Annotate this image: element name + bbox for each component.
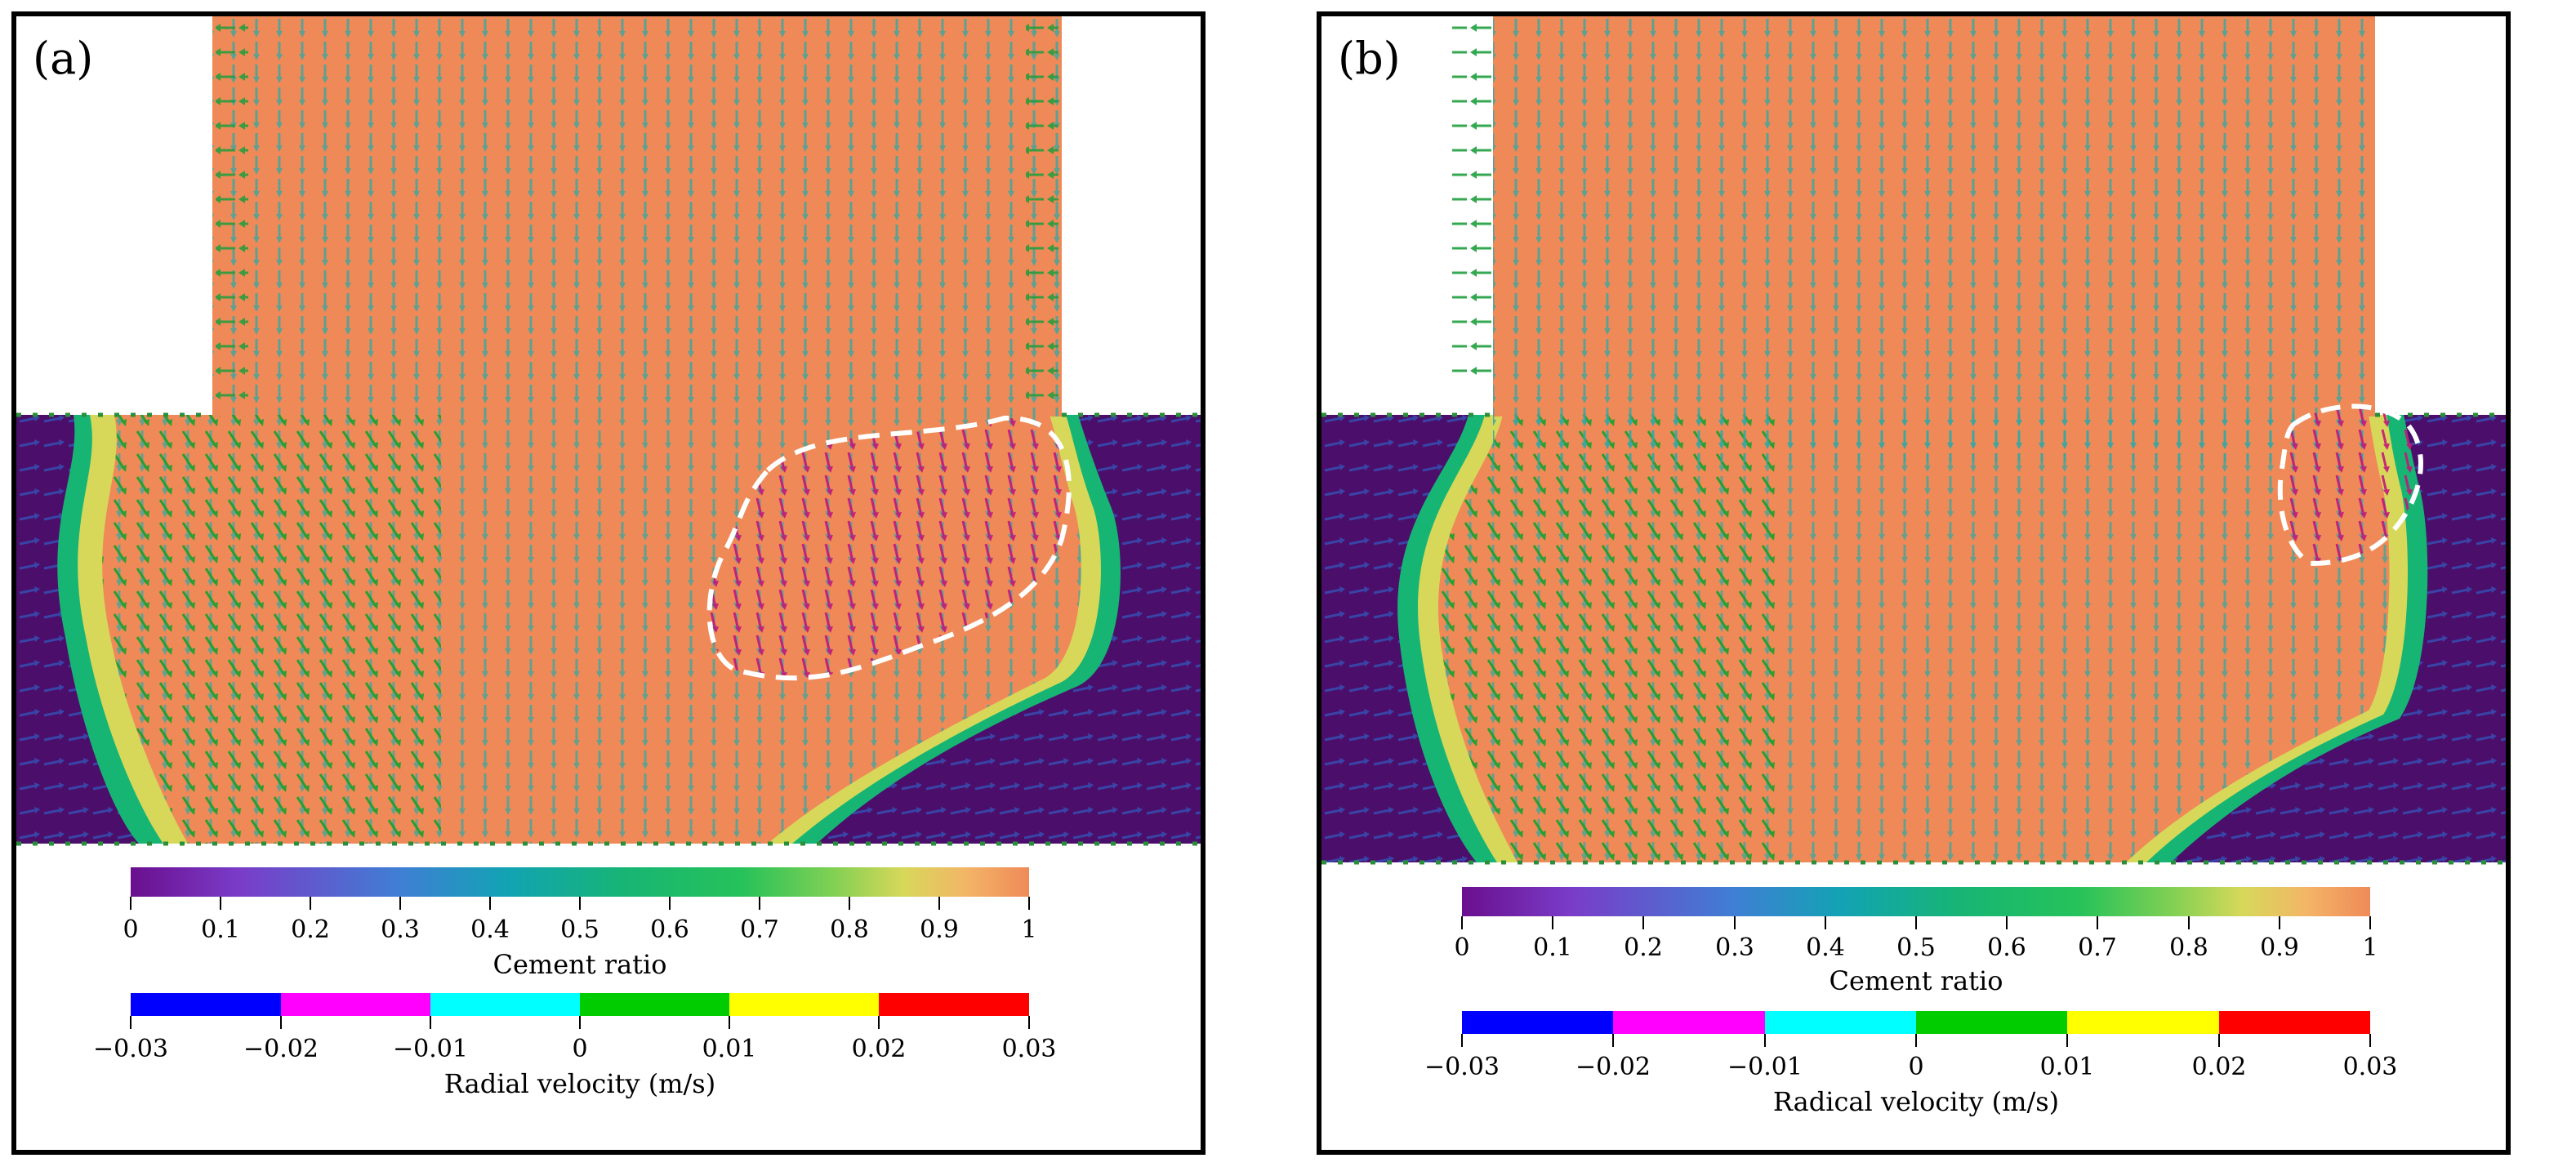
cement-tick: 0.7 xyxy=(2078,933,2117,962)
cement-colorbar xyxy=(131,867,1029,897)
cement-tick-marks xyxy=(130,897,1030,910)
velocity-tick: −0.03 xyxy=(1424,1053,1500,1081)
cement-tick: 0.2 xyxy=(1624,933,1663,962)
cement-tick: 0.1 xyxy=(1533,933,1572,962)
cement-tick: 0.5 xyxy=(560,915,599,944)
panel-a: 0 0.1 0.2 0.3 0.4 0.5 0.6 0.7 0.8 0.9 1 … xyxy=(11,11,1206,1155)
downward-flow-region xyxy=(2280,406,2422,564)
velocity-colorbar-title: Radial velocity (m/s) xyxy=(444,1068,715,1099)
velocity-tick: 0.03 xyxy=(2343,1053,2398,1081)
velocity-colorbar xyxy=(1462,1011,2370,1034)
cement-tick: 0.7 xyxy=(740,915,779,944)
panel-label: (a) xyxy=(33,33,94,84)
cement-tick: 0.8 xyxy=(2169,933,2208,962)
cement-tick: 0.8 xyxy=(830,915,869,944)
cement-tick: 1 xyxy=(2362,933,2378,962)
velocity-colorbar-title: Radical velocity (m/s) xyxy=(1773,1086,2059,1117)
velocity-tick: 0 xyxy=(1908,1053,1923,1081)
velocity-tick-marks xyxy=(1461,1034,2371,1047)
velocity-tick: −0.01 xyxy=(393,1035,468,1063)
velocity-tick: 0.02 xyxy=(2192,1053,2247,1081)
velocity-colorbar xyxy=(131,993,1029,1016)
velocity-tick: 0.01 xyxy=(2040,1053,2095,1081)
cement-tick: 1 xyxy=(1021,915,1036,944)
velocity-tick: −0.03 xyxy=(93,1035,168,1063)
cement-tick: 0.3 xyxy=(381,915,420,944)
cement-tick: 0.4 xyxy=(470,915,510,944)
highlight-outline xyxy=(2277,403,2423,567)
highlight-outline xyxy=(706,415,1072,681)
velocity-tick: 0.02 xyxy=(852,1035,907,1063)
velocity-tick: 0.01 xyxy=(702,1035,757,1063)
velocity-tick: −0.01 xyxy=(1727,1053,1803,1081)
cement-tick: 0.5 xyxy=(1896,933,1936,962)
panel-a-canvas: 0 0.1 0.2 0.3 0.4 0.5 0.6 0.7 0.8 0.9 1 … xyxy=(16,16,1201,1099)
velocity-tick: 0 xyxy=(572,1035,587,1063)
cement-tick: 0.1 xyxy=(201,915,240,944)
cement-colorbar-title: Cement ratio xyxy=(1829,965,2003,996)
velocity-tick: 0.03 xyxy=(1002,1035,1057,1063)
velocity-tick-marks xyxy=(130,1016,1030,1029)
cement-tick: 0.3 xyxy=(1715,933,1754,962)
panel-label: (b) xyxy=(1338,33,1401,84)
cement-tick: 0.6 xyxy=(650,915,689,944)
cement-tick: 0.9 xyxy=(2260,933,2299,962)
downward-flow-region xyxy=(709,417,1069,679)
cement-tick: 0.4 xyxy=(1806,933,1845,962)
cement-colorbar-title: Cement ratio xyxy=(492,949,666,980)
cement-tick: 0 xyxy=(123,915,138,944)
cement-tick: 0 xyxy=(1454,933,1469,962)
cement-tick: 0.2 xyxy=(291,915,330,944)
cement-colorbar xyxy=(1462,887,2370,916)
cement-tick: 0.9 xyxy=(920,915,959,944)
cement-tick-marks xyxy=(1461,916,2371,929)
velocity-tick: −0.02 xyxy=(243,1035,319,1063)
velocity-tick: −0.02 xyxy=(1575,1053,1651,1081)
panel-b-canvas: 0 0.1 0.2 0.3 0.4 0.5 0.6 0.7 0.8 0.9 1 … xyxy=(1321,16,2506,1117)
panel-b: 0 0.1 0.2 0.3 0.4 0.5 0.6 0.7 0.8 0.9 1 … xyxy=(1317,11,2511,1155)
cement-tick: 0.6 xyxy=(1987,933,2026,962)
